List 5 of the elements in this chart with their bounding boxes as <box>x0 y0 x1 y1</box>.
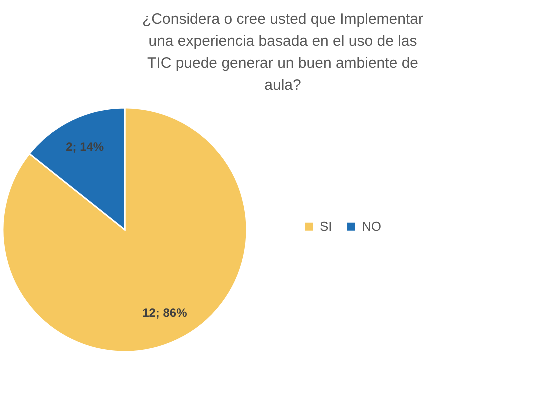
legend-label: SI <box>320 218 332 234</box>
data-label: 2; 14% <box>66 140 104 154</box>
data-label: 12; 86% <box>142 306 188 320</box>
legend-label: NO <box>362 218 382 234</box>
chart-title: ¿Considera o cree usted que Implementar una experiencia basada en el uso de las TIC puede generar un buen ambiente de aula? <box>142 11 424 94</box>
